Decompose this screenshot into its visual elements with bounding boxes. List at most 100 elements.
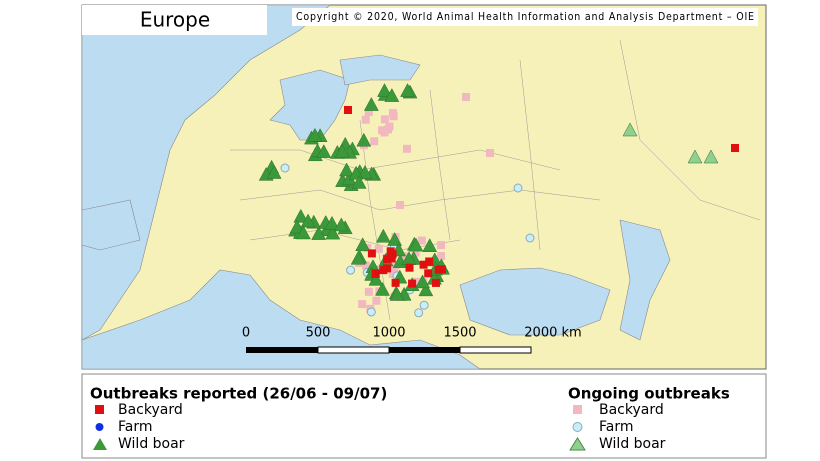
outbreak-marker <box>462 93 470 101</box>
map-title: Europe <box>140 8 210 32</box>
outbreak-marker <box>408 279 417 288</box>
outbreak-marker <box>307 127 323 142</box>
outbreak-marker <box>396 201 404 209</box>
outbreak-marker <box>387 231 403 246</box>
title-box <box>82 5 267 35</box>
outbreak-marker <box>437 241 446 250</box>
outbreak-marker <box>367 249 376 258</box>
legend-item: Backyard <box>599 402 664 418</box>
legend-item: Wild boar <box>118 436 185 452</box>
water <box>81 4 671 370</box>
outbreak-marker <box>375 228 391 243</box>
outbreak-marker <box>380 115 389 124</box>
outbreak-marker <box>418 282 434 297</box>
scale-label: 1000 <box>372 326 405 341</box>
outbreak-marker <box>350 250 366 265</box>
outbreak-marker <box>731 144 739 152</box>
outbreak-marker <box>383 264 392 273</box>
outbreak-marker <box>525 233 535 243</box>
outbreak-marker <box>389 112 398 121</box>
outbreak-marker <box>436 251 445 260</box>
outbreak-marker <box>703 149 719 164</box>
outbreak-marker <box>431 278 440 287</box>
outbreak-marker <box>358 300 367 309</box>
legend-item: Wild boar <box>599 436 666 452</box>
outbreak-marker <box>339 162 355 177</box>
outbreak-marker <box>371 269 380 278</box>
outbreak-marker <box>389 286 405 301</box>
outbreak-marker <box>412 277 421 286</box>
outbreak-marker <box>361 115 370 124</box>
outbreak-marker <box>622 122 638 137</box>
legend-title: Ongoing outbreaks <box>568 385 730 403</box>
outbreak-marker <box>405 263 414 272</box>
outbreak-marker <box>513 183 523 193</box>
outbreak-marker <box>346 265 356 275</box>
legend-title: Outbreaks reported (26/06 - 09/07) <box>90 385 387 403</box>
outbreak-marker <box>383 255 392 264</box>
outbreak-marker <box>356 132 372 147</box>
outbreak-marker <box>293 208 309 223</box>
outbreak-marker <box>386 247 395 256</box>
outbreak-marker <box>333 217 349 232</box>
outbreak-marker <box>344 106 352 114</box>
outbreak-marker <box>366 307 376 317</box>
legend-box <box>81 373 767 459</box>
outbreak-marker <box>311 226 327 240</box>
legend-item: Farm <box>118 419 153 435</box>
outbreak-marker <box>374 244 383 253</box>
legend-symbols <box>93 405 586 451</box>
scale-label: 0 <box>242 326 250 341</box>
outbreak-marker <box>363 97 379 111</box>
outbreak-marker <box>408 237 424 252</box>
outbreak-marker <box>368 271 384 286</box>
outbreak-marker <box>384 88 400 102</box>
outbreak-marker <box>391 278 400 287</box>
outbreak-marker <box>324 215 340 230</box>
outbreak-marker <box>411 248 420 257</box>
outbreak-marker <box>364 108 373 117</box>
outbreak-marker <box>400 252 409 261</box>
outbreak-marker <box>422 238 438 252</box>
outbreak-marker <box>387 254 396 263</box>
outbreak-marker <box>378 126 387 135</box>
outbreak-marker <box>437 265 446 274</box>
outbreak-marker <box>364 287 373 296</box>
outbreak-marker <box>419 300 429 310</box>
outbreak-marker <box>296 225 311 240</box>
outbreak-marker <box>424 269 433 278</box>
outbreak-marker <box>377 83 392 97</box>
outbreak-marker <box>384 125 393 134</box>
outbreak-marker <box>280 163 290 173</box>
legend-item: Farm <box>599 419 634 435</box>
outbreak-marker <box>334 144 350 158</box>
outbreak-marker <box>417 236 426 245</box>
outbreak-marker <box>351 174 367 189</box>
outbreak-marker <box>355 237 371 252</box>
copyright-box <box>292 8 758 26</box>
scale-bar <box>246 346 532 354</box>
outbreak-marker <box>325 225 341 240</box>
outbreak-marker <box>486 149 494 157</box>
outbreak-marker <box>266 165 282 179</box>
outbreak-marker <box>419 260 428 269</box>
outbreak-marker <box>316 144 332 158</box>
outbreak-marker <box>402 144 411 153</box>
outbreak-marker <box>400 83 415 97</box>
scale-label: 2000 km <box>524 326 581 341</box>
markers <box>258 83 739 318</box>
outbreak-marker <box>425 257 434 266</box>
outbreak-marker <box>357 165 373 179</box>
outbreak-marker <box>414 308 424 318</box>
copyright: Copyright © 2020, World Animal Health In… <box>296 11 754 23</box>
outbreak-marker <box>289 219 305 234</box>
outbreak-marker <box>375 281 390 296</box>
scale-label: 1500 <box>443 326 476 341</box>
outbreak-marker <box>300 213 316 228</box>
outbreak-marker <box>370 137 379 146</box>
outbreak-marker <box>361 261 370 270</box>
outbreak-marker <box>390 265 399 274</box>
outbreak-marker <box>415 274 430 289</box>
outbreak-marker <box>687 149 703 164</box>
